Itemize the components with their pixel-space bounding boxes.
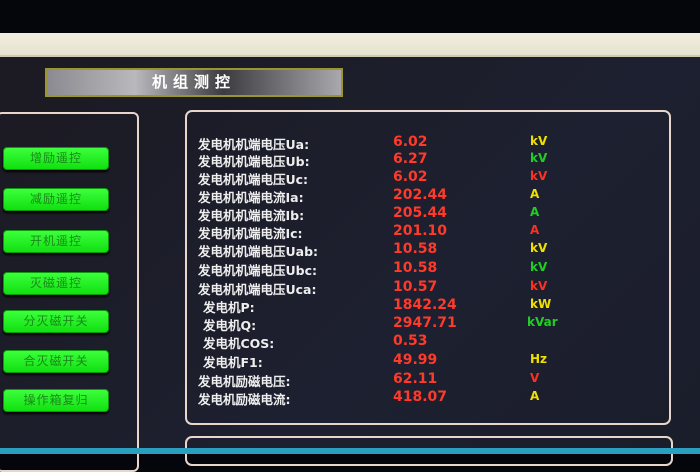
measurement-value: 201.10 <box>393 223 448 239</box>
control-button[interactable]: 减励遥控 <box>3 188 109 211</box>
measurement-label: 发电机P: <box>203 300 255 315</box>
measurement-label: 发电机机端电压Ubc: <box>198 263 318 278</box>
measurement-unit: A <box>530 389 540 403</box>
measurement-row: 发电机COS: 0.53 <box>0 333 700 351</box>
measurement-unit: kV <box>530 279 548 293</box>
measurement-unit: A <box>530 187 540 201</box>
top-bar <box>0 33 700 57</box>
measurement-unit: kV <box>530 169 548 183</box>
measurement-label: 发电机机端电压Ua: <box>198 137 310 152</box>
screen-background <box>0 57 700 454</box>
measurement-row: 发电机P: 1842.24 kW <box>0 297 700 315</box>
measurement-label: 发电机励磁电压: <box>198 374 291 389</box>
measurement-unit: Hz <box>530 352 548 366</box>
measurement-value: 10.58 <box>393 260 438 276</box>
measurement-label: 发电机机端电压Uab: <box>198 244 319 259</box>
measurement-value: 10.57 <box>393 279 438 295</box>
measurement-value: 6.27 <box>393 151 428 167</box>
control-button[interactable]: 增励遥控 <box>3 147 109 170</box>
measurement-label: 发电机Q: <box>203 318 257 333</box>
measurement-row: 发电机机端电流Ia: 202.44 A <box>0 187 700 205</box>
measurement-unit: V <box>530 371 540 385</box>
measurement-unit: A <box>530 223 540 237</box>
measurement-value: 205.44 <box>393 205 448 221</box>
measurement-label: 发电机机端电流Ic: <box>198 226 303 241</box>
control-button[interactable]: 灭磁遥控 <box>3 272 109 295</box>
measurement-row: 发电机机端电流Ic: 201.10 A <box>0 223 700 241</box>
measurement-value: 1842.24 <box>393 297 457 313</box>
measurement-panel <box>185 110 671 425</box>
measurement-label: 发电机COS: <box>203 336 275 351</box>
control-button[interactable]: 分灭磁开关 <box>3 310 109 333</box>
measurement-unit: kV <box>530 151 548 165</box>
measurement-label: 发电机机端电流Ia: <box>198 190 304 205</box>
measurement-label: 发电机机端电压Uc: <box>198 172 309 187</box>
measurement-label: 发电机机端电压Uca: <box>198 282 317 297</box>
measurement-row: 发电机机端电压Uca: 10.57 kV <box>0 279 700 297</box>
measurement-unit: A <box>530 205 540 219</box>
measurement-label: 发电机机端电压Ub: <box>198 154 310 169</box>
measurement-value: 6.02 <box>393 169 428 185</box>
measurement-row: 发电机F1: 49.99 Hz <box>0 352 700 370</box>
measurement-row: 发电机机端电压Ua: 6.02 kV <box>0 134 700 152</box>
measurement-value: 62.11 <box>393 371 438 387</box>
measurement-row: 发电机机端电流Ib: 205.44 A <box>0 205 700 223</box>
measurement-row: 发电机机端电压Uc: 6.02 kV <box>0 169 700 187</box>
bottom-strip <box>0 448 700 454</box>
measurement-label: 发电机F1: <box>203 355 263 370</box>
control-button[interactable]: 合灭磁开关 <box>3 350 109 373</box>
measurement-value: 6.02 <box>393 134 428 150</box>
control-button[interactable]: 开机遥控 <box>3 230 109 253</box>
measurement-value: 0.53 <box>393 333 428 349</box>
measurement-row: 发电机机端电压Ubc: 10.58 kV <box>0 260 700 278</box>
measurement-row: 发电机机端电压Ub: 6.27 kV <box>0 151 700 169</box>
measurement-label: 发电机机端电流Ib: <box>198 208 305 223</box>
measurement-value: 202.44 <box>393 187 448 203</box>
measurement-value: 418.07 <box>393 389 448 405</box>
measurement-unit: kV <box>530 134 548 148</box>
measurement-value: 2947.71 <box>393 315 457 331</box>
measurement-unit: kVar <box>527 315 558 329</box>
measurement-unit: kV <box>530 260 548 274</box>
measurement-row: 发电机机端电压Uab: 10.58 kV <box>0 241 700 259</box>
measurement-row: 发电机励磁电流: 418.07 A <box>0 389 700 407</box>
measurement-row: 发电机Q: 2947.71 kVar <box>0 315 700 333</box>
measurement-row: 发电机励磁电压: 62.11 V <box>0 371 700 389</box>
page-title: 机组测控 <box>45 68 343 97</box>
measurement-value: 10.58 <box>393 241 438 257</box>
measurement-unit: kW <box>530 297 552 311</box>
control-button[interactable]: 操作箱复归 <box>3 389 109 412</box>
measurement-label: 发电机励磁电流: <box>198 392 291 407</box>
measurement-unit: kV <box>530 241 548 255</box>
measurement-value: 49.99 <box>393 352 438 368</box>
